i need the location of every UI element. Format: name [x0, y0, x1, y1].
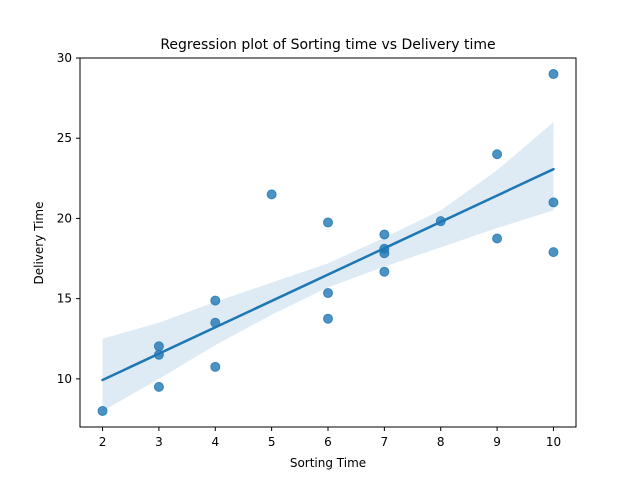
data-point	[153, 341, 164, 352]
data-point	[548, 69, 559, 80]
y-tick-label: 25	[57, 131, 72, 145]
regression-line	[101, 167, 555, 382]
data-point	[97, 405, 108, 416]
y-tick-label: 20	[57, 211, 72, 225]
data-point	[379, 266, 390, 277]
y-axis-label: Delivery Time	[32, 202, 46, 285]
data-point	[548, 197, 559, 208]
confidence-band	[102, 122, 554, 411]
y-tick-label: 15	[57, 292, 72, 306]
data-point	[379, 229, 390, 240]
x-tick-label: 7	[381, 435, 389, 449]
data-point	[153, 381, 164, 392]
data-point	[548, 247, 559, 258]
y-axis-ticks: 10 15 20 25 30	[57, 51, 80, 386]
x-tick-label: 6	[324, 435, 332, 449]
y-tick-label: 30	[57, 51, 72, 65]
x-tick-label: 8	[437, 435, 445, 449]
x-tick-label: 3	[155, 435, 163, 449]
data-point	[210, 361, 221, 372]
x-tick-label: 5	[268, 435, 276, 449]
x-tick-label: 9	[493, 435, 501, 449]
x-tick-label: 10	[546, 435, 561, 449]
data-point	[210, 295, 221, 306]
chart-title: Regression plot of Sorting time vs Deliv…	[160, 37, 495, 53]
data-point	[323, 288, 333, 299]
data-point	[492, 149, 503, 160]
y-tick-label: 10	[57, 372, 72, 386]
data-point	[323, 217, 333, 228]
x-axis-label: Sorting Time	[290, 456, 366, 470]
data-point	[266, 189, 277, 200]
x-axis-ticks: 2 3 4 5 6 7 8 9 10	[99, 427, 561, 449]
data-point	[323, 313, 333, 324]
data-point	[492, 233, 503, 244]
plot-area	[97, 69, 559, 416]
x-tick-label: 4	[211, 435, 219, 449]
x-tick-label: 2	[99, 435, 107, 449]
